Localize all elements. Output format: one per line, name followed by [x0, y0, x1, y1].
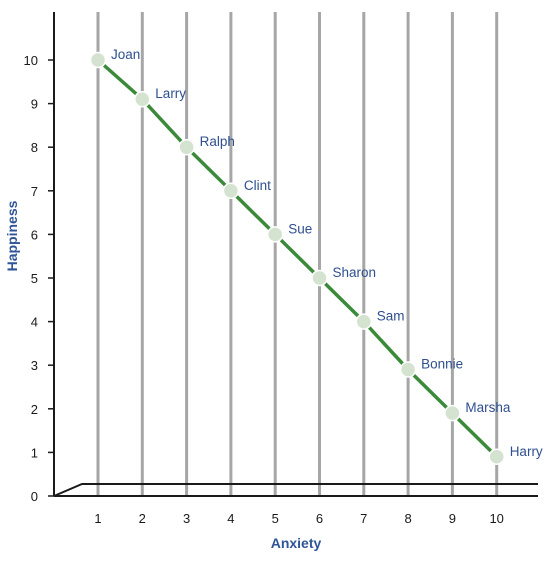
- data-point-marsha: [444, 404, 461, 422]
- point-label-clint: Clint: [244, 178, 271, 193]
- point-label-sue: Sue: [288, 221, 312, 236]
- data-point-clint: [222, 182, 240, 200]
- data-point-harry: [488, 448, 505, 466]
- y-tick-label-2: 2: [31, 402, 38, 417]
- x-axis-title: Anxiety: [271, 535, 322, 551]
- trend-line: [96, 58, 498, 459]
- point-label-bonnie: Bonnie: [421, 357, 463, 372]
- point-label-marsha: Marsha: [465, 400, 511, 415]
- data-point-sue: [266, 226, 284, 243]
- axes: [53, 12, 538, 497]
- point-label-sharon: Sharon: [333, 265, 377, 280]
- y-tick-label-7: 7: [31, 184, 38, 199]
- y-tick-label-8: 8: [31, 140, 38, 155]
- y-tick-label-6: 6: [31, 227, 38, 242]
- y-ticks: 0 1 2 3 4 5 6 7 8 9 10: [24, 53, 54, 504]
- x-tick-label-9: 9: [449, 511, 456, 526]
- x-tick-label-10: 10: [489, 511, 503, 526]
- data-point-larry: [134, 90, 151, 108]
- x-tick-label-7: 7: [360, 511, 367, 526]
- y-tick-label-1: 1: [31, 445, 38, 460]
- data-point-sharon: [311, 269, 328, 287]
- point-label-joan: Joan: [111, 47, 140, 62]
- x-tick-label-8: 8: [404, 511, 411, 526]
- y-tick-label-0: 0: [31, 489, 38, 504]
- x-tick-label-5: 5: [272, 511, 279, 526]
- data-point-ralph: [178, 138, 195, 156]
- point-label-ralph: Ralph: [200, 134, 235, 149]
- floor-plane: [53, 483, 538, 497]
- x-tick-label-4: 4: [227, 511, 234, 526]
- data-point-bonnie: [399, 361, 417, 378]
- y-tick-label-5: 5: [31, 271, 38, 286]
- point-label-harry: Harry: [510, 444, 543, 459]
- x-tick-label-2: 2: [139, 511, 146, 526]
- x-ticks: 1 2 3 4 5 6 7 8 9 10: [94, 511, 504, 526]
- point-labels: Joan Larry Ralph Clint Sue Sharon Sam Bonnie Mar…: [111, 47, 543, 459]
- y-tick-label-3: 3: [31, 358, 38, 373]
- x-tick-label-3: 3: [183, 511, 190, 526]
- y-axis-title: Happiness: [4, 200, 20, 271]
- y-tick-label-10: 10: [24, 53, 38, 68]
- x-tick-label-6: 6: [316, 511, 323, 526]
- data-point-sam: [355, 313, 373, 330]
- point-label-sam: Sam: [377, 309, 405, 324]
- y-tick-label-9: 9: [31, 97, 38, 112]
- data-points: [89, 51, 505, 466]
- y-tick-label-4: 4: [31, 315, 38, 330]
- point-label-larry: Larry: [155, 86, 186, 101]
- x-tick-label-1: 1: [94, 511, 101, 526]
- data-point-joan: [89, 51, 107, 69]
- trend-line-path: [96, 58, 498, 459]
